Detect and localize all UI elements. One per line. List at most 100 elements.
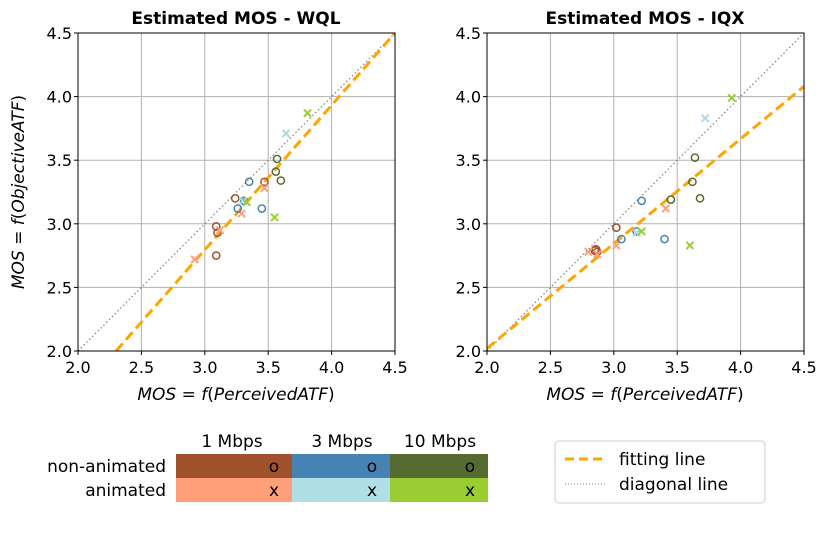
y-tick-label: 2.0 <box>47 342 72 361</box>
x-tick-label: 4.0 <box>728 358 753 377</box>
data-point-cross <box>260 183 269 193</box>
key-row-animated: animated <box>85 481 166 501</box>
key-cell-marker: o <box>269 457 279 477</box>
cross-stroke <box>685 241 695 250</box>
key-cell-marker: x <box>269 481 279 501</box>
key-cell-marker: o <box>367 457 377 477</box>
data-point-circle <box>260 177 269 187</box>
cross-stroke <box>700 113 710 123</box>
data-point-cross <box>612 241 621 250</box>
key-col-3mbps: 3 Mbps <box>311 432 372 452</box>
data-point-circle <box>637 196 647 206</box>
data-point-cross <box>215 225 225 235</box>
y-tick-label: 3.5 <box>456 151 481 170</box>
cross-stroke <box>727 93 737 103</box>
data-point-circle <box>276 176 286 185</box>
cross-stroke <box>215 225 225 235</box>
data-point-circle <box>688 177 697 187</box>
data-point-circle <box>272 154 282 164</box>
data-point-cross <box>190 255 199 264</box>
x-tick-label: 2.5 <box>129 358 154 377</box>
key-row-non-animated: non-animated <box>47 457 166 477</box>
key-col-10mbps: 10 Mbps <box>404 432 476 452</box>
data-point-circle <box>611 223 621 232</box>
cross-stroke <box>303 108 312 118</box>
cross-stroke <box>661 204 671 213</box>
iqx-axes-frame <box>486 32 805 352</box>
wql-ticks: 2.0 2.5 3.0 3.5 4.0 4.5 2.0 2.5 3.0 3.5 4.0 4.5 <box>47 24 408 377</box>
x-tick-label: 3.5 <box>664 358 689 377</box>
cross-stroke <box>593 250 602 259</box>
y-tick-label: 4.0 <box>47 88 72 107</box>
legend-box <box>554 440 766 504</box>
wql-axes-frame <box>77 32 396 352</box>
data-point-cross <box>584 247 593 257</box>
cross-stroke <box>637 227 647 236</box>
fitting-line <box>114 33 395 351</box>
legend-diagonal-label: diagonal line <box>619 475 728 495</box>
line-legend: fitting line diagonal line <box>554 440 766 504</box>
data-point-circle <box>590 246 600 255</box>
data-point-circle <box>660 234 669 244</box>
data-point-circle <box>695 194 705 203</box>
cross-stroke <box>270 213 279 222</box>
data-point-cross <box>303 108 312 118</box>
iqx-lines <box>487 33 804 351</box>
x-tick-label: 4.5 <box>791 358 816 377</box>
iqx-ticks: 2.0 2.5 3.0 3.5 4.0 4.5 2.0 2.5 3.0 3.5 4.0 4.5 <box>456 24 817 377</box>
fitting-line <box>487 85 804 350</box>
cross-stroke <box>242 197 251 207</box>
y-tick-label: 4.0 <box>456 88 481 107</box>
group-key-table: 1 Mbps 3 Mbps 10 Mbps non-animated anima… <box>47 432 488 502</box>
key-cell-marker: x <box>367 481 377 501</box>
iqx-points <box>584 93 737 259</box>
cross-stroke <box>612 241 621 250</box>
y-tick-label: 4.5 <box>47 24 72 43</box>
y-tick-label: 4.5 <box>456 24 481 43</box>
cross-stroke <box>260 183 269 193</box>
cross-stroke <box>632 228 641 238</box>
data-point-circle <box>211 251 221 260</box>
key-col-1mbps: 1 Mbps <box>201 432 262 452</box>
key-cell-marker: x <box>465 481 475 501</box>
iqx-title: Estimated MOS - IQX <box>545 9 744 29</box>
key-cells: o o ox x x <box>176 454 488 502</box>
wql-x-axis-label: MOS = f(PerceivedATF) <box>137 385 334 405</box>
iqx-panel: Estimated MOS - IQX 2.0 2.5 3.0 3.5 4.0 4.5 2.… <box>456 9 817 405</box>
data-point-cross <box>270 213 279 222</box>
cross-stroke <box>584 247 593 257</box>
key-cell <box>390 454 488 478</box>
y-tick-label: 3.0 <box>47 215 72 234</box>
data-point-circle <box>230 194 240 203</box>
y-tick-label: 2.5 <box>47 278 72 297</box>
diagonal-line <box>487 33 804 351</box>
data-point-circle <box>617 234 626 244</box>
wql-title: Estimated MOS - WQL <box>131 9 340 29</box>
data-point-cross <box>593 250 602 259</box>
data-point-circle <box>233 204 243 213</box>
y-tick-label: 2.5 <box>456 278 481 297</box>
x-tick-label: 3.5 <box>255 358 280 377</box>
diagonal-line <box>78 33 395 351</box>
data-point-circle <box>271 167 281 176</box>
key-cell <box>292 454 390 478</box>
cross-stroke <box>238 196 248 206</box>
data-point-circle <box>632 227 641 236</box>
y-tick-label: 2.0 <box>456 342 481 361</box>
cross-stroke <box>190 255 199 264</box>
y-tick-label: 3.5 <box>47 151 72 170</box>
x-tick-label: 4.5 <box>382 358 407 377</box>
key-cell <box>176 454 292 478</box>
wql-lines <box>78 33 395 351</box>
data-point-cross <box>661 204 671 213</box>
data-point-circle <box>257 204 267 213</box>
x-tick-label: 2.5 <box>538 358 563 377</box>
cross-stroke <box>281 129 291 138</box>
wql-panel: Estimated MOS - WQL 2.0 2.5 3.0 3.5 4.0 4.5 2.… <box>9 9 408 405</box>
data-point-circle <box>666 195 676 204</box>
x-tick-label: 3.0 <box>601 358 626 377</box>
y-tick-label: 3.0 <box>456 215 481 234</box>
data-point-cross <box>700 113 710 123</box>
key-cell <box>292 478 390 502</box>
